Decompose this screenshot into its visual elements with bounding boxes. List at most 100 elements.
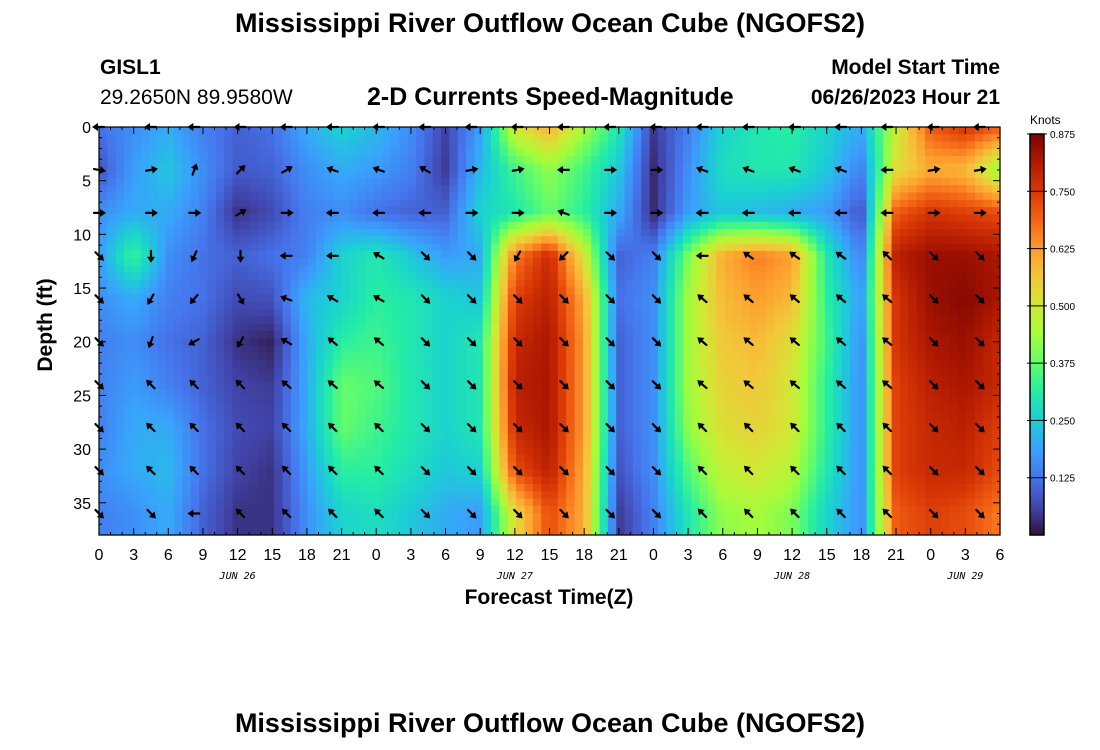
- heatmap-cell: [666, 134, 676, 143]
- heatmap-cell: [958, 447, 968, 456]
- heatmap-cell: [674, 331, 684, 339]
- heatmap-cell: [399, 243, 409, 252]
- heatmap-cell: [733, 389, 742, 398]
- heatmap-cell: [966, 418, 976, 427]
- heatmap-cell: [574, 170, 584, 179]
- heatmap-cell: [958, 221, 968, 230]
- heatmap-cell: [174, 221, 184, 230]
- heatmap-cell: [240, 331, 250, 339]
- heatmap-cell: [124, 367, 133, 376]
- heatmap-cell: [941, 294, 951, 303]
- heatmap-cell: [808, 148, 818, 157]
- heatmap-cell: [657, 127, 667, 135]
- heatmap-cell: [449, 250, 459, 259]
- heatmap-cell: [457, 323, 467, 332]
- heatmap-cell: [783, 418, 793, 427]
- heatmap-cell: [432, 447, 442, 456]
- heatmap-cell: [741, 272, 751, 281]
- heatmap-cell: [716, 433, 726, 441]
- heatmap-cell: [232, 411, 242, 420]
- heatmap-cell: [532, 316, 542, 325]
- heatmap-cell: [99, 236, 108, 245]
- heatmap-cell: [824, 221, 834, 230]
- heatmap-cell: [416, 323, 425, 332]
- heatmap-cell: [766, 250, 776, 259]
- heatmap-cell: [691, 141, 701, 150]
- heatmap-cell: [124, 192, 133, 201]
- heatmap-cell: [974, 272, 984, 281]
- heatmap-cell: [983, 389, 993, 398]
- heatmap-cell: [716, 141, 726, 150]
- heatmap-cell: [157, 367, 167, 376]
- heatmap-cell: [407, 127, 417, 135]
- heatmap-cell: [733, 134, 742, 143]
- heatmap-cell: [174, 411, 184, 420]
- heatmap-cell: [115, 258, 125, 267]
- heatmap-cell: [240, 141, 250, 150]
- heatmap-cell: [974, 170, 984, 179]
- heatmap-cell: [165, 207, 175, 216]
- heatmap-cell: [132, 447, 142, 456]
- heatmap-cell: [165, 141, 175, 150]
- heatmap-cell: [315, 141, 325, 150]
- heatmap-cell: [416, 148, 425, 157]
- heatmap-cell: [632, 323, 642, 332]
- heatmap-cell: [482, 367, 492, 376]
- heatmap-cell: [349, 148, 359, 157]
- heatmap-cell: [607, 403, 617, 412]
- heatmap-cell: [265, 134, 275, 143]
- heatmap-cell: [649, 141, 659, 150]
- heatmap-cell: [657, 134, 667, 143]
- heatmap-cell: [441, 338, 450, 347]
- heatmap-cell: [549, 280, 559, 288]
- heatmap-cell: [791, 156, 801, 165]
- heatmap-cell: [507, 229, 517, 237]
- heatmap-cell: [115, 367, 125, 376]
- heatmap-cell: [749, 323, 759, 332]
- heatmap-cell: [274, 389, 284, 398]
- heatmap-cell: [899, 156, 909, 165]
- heatmap-cell: [749, 294, 759, 303]
- heatmap-cell: [124, 287, 133, 296]
- heatmap-cell: [115, 170, 125, 179]
- heatmap-cell: [182, 156, 192, 165]
- heatmap-cell: [657, 163, 667, 172]
- heatmap-cell: [708, 148, 717, 157]
- heatmap-cell: [265, 360, 275, 369]
- heatmap-cell: [374, 214, 384, 223]
- heatmap-cell: [708, 185, 717, 194]
- heatmap-cell: [457, 425, 467, 434]
- heatmap-cell: [249, 199, 259, 208]
- heatmap-cell: [666, 345, 676, 354]
- heatmap-cell: [924, 185, 934, 194]
- heatmap-cell: [933, 440, 943, 449]
- heatmap-cell: [491, 352, 501, 361]
- heatmap-cell: [449, 338, 459, 347]
- heatmap-cell: [841, 323, 851, 332]
- heatmap-cell: [841, 360, 851, 369]
- heatmap-cell: [332, 411, 342, 420]
- heatmap-cell: [849, 134, 859, 143]
- heatmap-cell: [557, 331, 567, 339]
- heatmap-cell: [474, 163, 484, 172]
- heatmap-cell: [282, 214, 292, 223]
- heatmap-cell: [432, 134, 442, 143]
- heatmap-cell: [874, 352, 884, 361]
- heatmap-cell: [215, 323, 225, 332]
- heatmap-cell: [324, 272, 334, 281]
- heatmap-cell: [199, 411, 209, 420]
- heatmap-cell: [449, 360, 459, 369]
- heatmap-cell: [899, 301, 909, 310]
- heatmap-cell: [974, 418, 984, 427]
- heatmap-cell: [390, 280, 400, 288]
- heatmap-cell: [249, 316, 259, 325]
- heatmap-cell: [858, 214, 868, 223]
- heatmap-cell: [983, 134, 993, 143]
- heatmap-cell: [624, 272, 634, 281]
- heatmap-cell: [641, 411, 651, 420]
- heatmap-cell: [324, 331, 334, 339]
- heatmap-cell: [182, 214, 192, 223]
- heatmap-cell: [390, 178, 400, 186]
- heatmap-cell: [107, 265, 117, 274]
- heatmap-cell: [449, 214, 459, 223]
